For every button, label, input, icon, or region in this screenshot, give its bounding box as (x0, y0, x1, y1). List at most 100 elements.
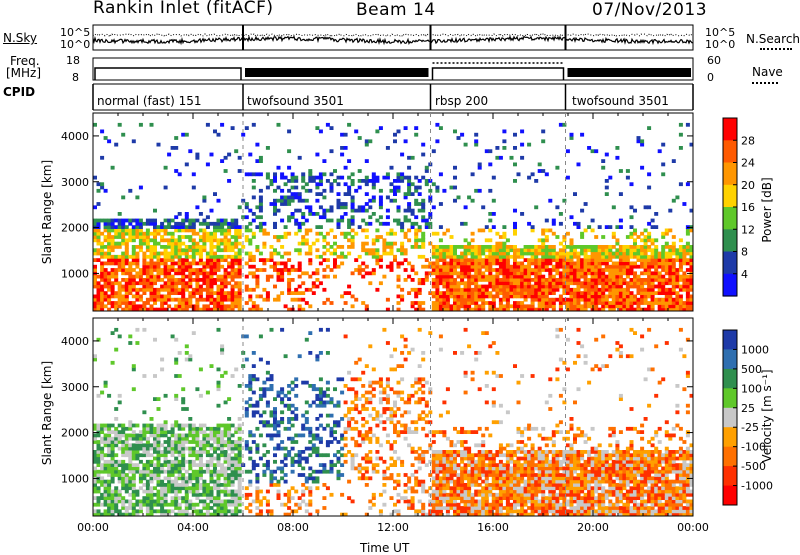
heatmap-cell (365, 202, 369, 206)
heatmap-cell (142, 242, 146, 246)
heatmap-cell (308, 304, 312, 308)
heatmap-cell (647, 304, 651, 308)
heatmap-cell (178, 288, 182, 292)
heatmap-cell (474, 298, 478, 302)
heatmap-cell (128, 341, 132, 345)
heatmap-cell (506, 285, 510, 289)
heatmap-cell (121, 242, 125, 246)
heatmap-cell (195, 248, 199, 252)
heatmap-cell (118, 225, 122, 229)
heatmap-cell (495, 295, 499, 299)
heatmap-cell (308, 179, 312, 183)
heatmap-cell (651, 271, 655, 275)
heatmap-cell (647, 172, 651, 176)
heatmap-cell (308, 440, 312, 444)
heatmap-cell (344, 291, 348, 295)
heatmap-cell (552, 304, 556, 308)
heatmap-cell (601, 159, 605, 163)
heatmap-cell (128, 470, 132, 474)
heatmap-cell (153, 238, 157, 242)
heatmap-cell (577, 298, 581, 302)
heatmap-cell (199, 486, 203, 490)
heatmap-cell (548, 304, 552, 308)
heatmap-cell (637, 291, 641, 295)
heatmap-cell (135, 252, 139, 256)
heatmap-cell (220, 159, 224, 163)
heatmap-cell (566, 271, 570, 275)
heatmap-cell (167, 295, 171, 299)
heatmap-cell (142, 483, 146, 487)
heatmap-cell (255, 215, 259, 219)
heatmap-cell (319, 225, 323, 229)
heatmap-cell (121, 453, 125, 457)
heatmap-cell (432, 255, 436, 259)
heatmap-cell (97, 457, 101, 461)
heatmap-cell (513, 225, 517, 229)
heatmap-cell (298, 265, 302, 269)
heatmap-cell (185, 506, 189, 510)
heatmap-cell (435, 139, 439, 143)
heatmap-cell (527, 304, 531, 308)
heatmap-cell (478, 163, 482, 167)
heatmap-cell (682, 252, 686, 256)
heatmap-cell (397, 278, 401, 282)
heatmap-cell (248, 288, 252, 292)
heatmap-cell (206, 295, 210, 299)
heatmap-cell (464, 205, 468, 209)
heatmap-cell (107, 139, 111, 143)
heatmap-cell (330, 149, 334, 153)
heatmap-cell (354, 391, 358, 395)
heatmap-cell (633, 262, 637, 266)
heatmap-cell (181, 225, 185, 229)
heatmap-cell (446, 271, 450, 275)
heatmap-cell (453, 281, 457, 285)
heatmap-cell (315, 509, 319, 513)
heatmap-cell (637, 258, 641, 262)
heatmap-cell (199, 453, 203, 457)
heatmap-cell (100, 470, 104, 474)
heatmap-cell (577, 225, 581, 229)
heatmap-cell (368, 391, 372, 395)
heatmap-cell (386, 397, 390, 401)
heatmap-cell (319, 192, 323, 196)
heatmap-cell (287, 202, 291, 206)
heatmap-cell (608, 265, 612, 269)
heatmap-cell (615, 278, 619, 282)
heatmap-cell (114, 463, 118, 467)
heatmap-cell (541, 248, 545, 252)
heatmap-cell (633, 255, 637, 259)
heatmap-cell (474, 295, 478, 299)
heatmap-cell (524, 268, 528, 272)
heatmap-cell (139, 304, 143, 308)
heatmap-cell (153, 248, 157, 252)
heatmap-cell (238, 156, 242, 160)
heatmap-cell (351, 460, 355, 464)
heatmap-cell (277, 238, 281, 242)
heatmap-cell (548, 255, 552, 259)
heatmap-cell (224, 434, 228, 438)
heatmap-cell (513, 146, 517, 150)
heatmap-cell (153, 219, 157, 223)
heatmap-cell (552, 291, 556, 295)
heatmap-cell (227, 427, 231, 431)
heatmap-cell (414, 189, 418, 193)
heatmap-cell (227, 460, 231, 464)
heatmap-cell (598, 275, 602, 279)
heatmap-cell (188, 262, 192, 266)
heatmap-cell (425, 166, 429, 170)
heatmap-cell (178, 281, 182, 285)
heatmap-cell (107, 295, 111, 299)
heatmap-cell (178, 225, 182, 229)
heatmap-cell (188, 278, 192, 282)
heatmap-cell (570, 291, 574, 295)
heatmap-cell (245, 229, 249, 233)
heatmap-cell (672, 245, 676, 249)
heatmap-cell (210, 268, 214, 272)
heatmap-cell (150, 506, 154, 510)
heatmap-cell (386, 232, 390, 236)
heatmap-cell (107, 229, 111, 233)
freq-band-2 (245, 68, 429, 77)
heatmap-cell (202, 196, 206, 200)
heatmap-cell (375, 381, 379, 385)
heatmap-cell (432, 281, 436, 285)
